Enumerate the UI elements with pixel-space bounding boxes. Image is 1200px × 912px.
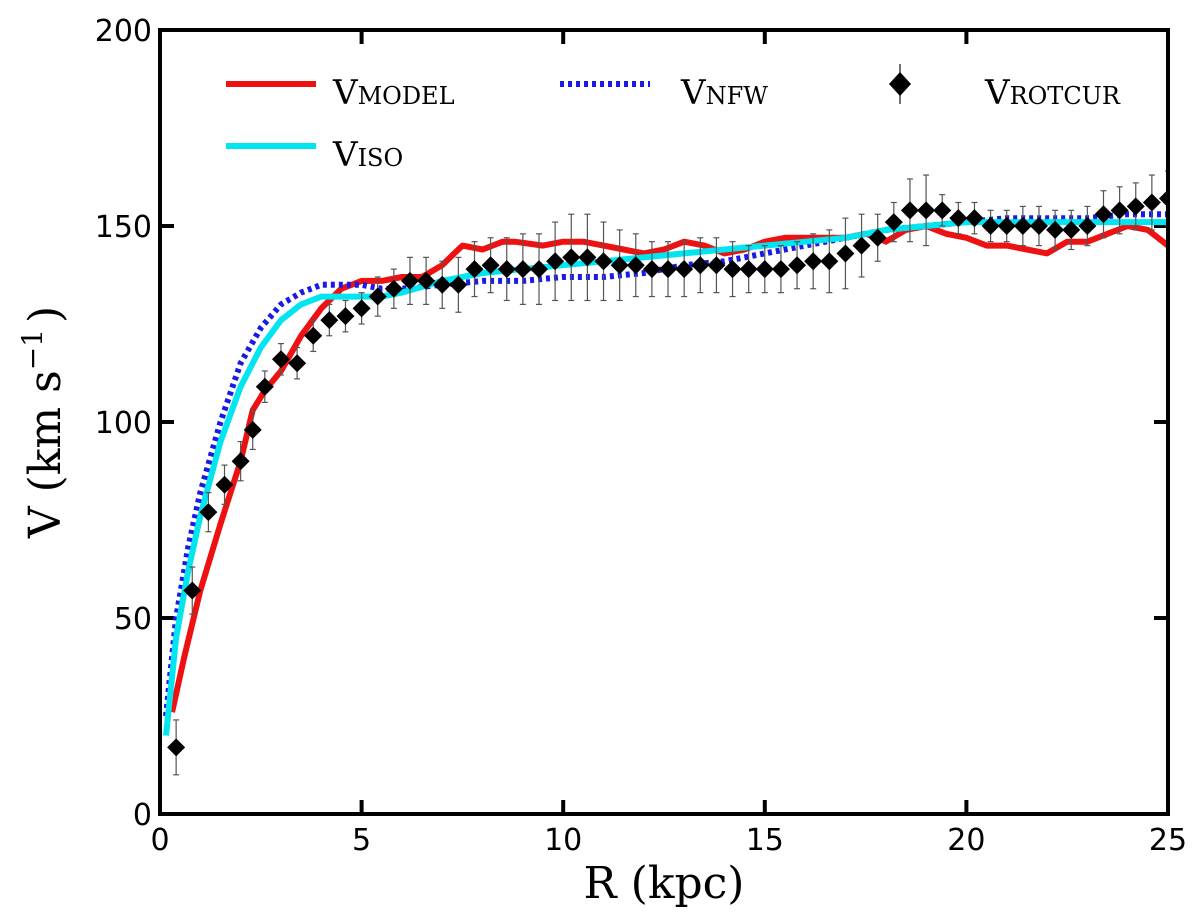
legend-marker-rotcur <box>889 72 911 96</box>
data-point-rotcur <box>691 256 710 275</box>
data-point-rotcur <box>1159 189 1168 208</box>
data-point-rotcur <box>642 260 661 279</box>
data-point-rotcur <box>771 260 790 279</box>
y-tick-label: 150 <box>95 210 152 245</box>
data-point-rotcur <box>304 326 323 345</box>
data-point-rotcur <box>578 248 597 267</box>
x-tick-label: 0 <box>150 823 169 858</box>
plot-area <box>163 170 1168 776</box>
data-point-rotcur <box>868 228 887 247</box>
data-point-rotcur <box>546 252 565 271</box>
x-tick-label: 20 <box>947 823 985 858</box>
data-point-rotcur <box>1062 220 1081 239</box>
data-point-rotcur <box>788 256 807 275</box>
data-point-rotcur <box>594 252 613 271</box>
data-point-rotcur <box>288 354 307 373</box>
data-point-rotcur <box>1013 217 1032 235</box>
legend-label-nfw: VNFW <box>680 73 768 113</box>
data-point-rotcur <box>352 299 371 318</box>
data-point-rotcur <box>368 287 387 306</box>
data-point-rotcur <box>933 201 952 220</box>
data-point-rotcur <box>997 217 1016 235</box>
x-tick-label: 15 <box>746 823 784 858</box>
data-point-rotcur <box>465 260 484 279</box>
data-point-rotcur <box>675 260 694 279</box>
legend-label-iso: VISO <box>332 135 403 175</box>
data-point-rotcur <box>167 738 186 757</box>
data-point-rotcur <box>231 452 250 471</box>
data-point-rotcur <box>820 252 839 271</box>
data-point-rotcur <box>530 260 549 279</box>
data-point-rotcur <box>626 256 645 275</box>
x-tick-label: 5 <box>352 823 371 858</box>
x-tick-label: 25 <box>1149 823 1187 858</box>
data-point-rotcur <box>433 275 452 294</box>
series-line-model <box>169 223 1168 713</box>
data-point-rotcur <box>513 260 532 279</box>
data-point-rotcur <box>320 311 339 330</box>
series-markers <box>167 170 1168 776</box>
data-point-rotcur <box>1029 217 1048 235</box>
legend: VMODEL VNFW VROTCUR VISO <box>226 64 1121 175</box>
y-tick-labels: 0 50 100 150 200 <box>95 14 152 833</box>
data-point-rotcur <box>417 271 436 290</box>
data-point-rotcur <box>1142 193 1161 212</box>
data-point-rotcur <box>481 256 500 275</box>
data-point-rotcur <box>836 244 855 263</box>
data-point-rotcur <box>755 260 774 279</box>
data-point-rotcur <box>884 213 903 232</box>
y-tick-label: 200 <box>95 14 152 49</box>
data-point-rotcur <box>965 209 984 228</box>
data-point-rotcur <box>707 256 726 275</box>
data-point-rotcur <box>255 377 274 396</box>
data-point-rotcur <box>1078 217 1097 235</box>
data-point-rotcur <box>723 260 742 279</box>
data-point-rotcur <box>497 260 516 279</box>
x-tick-label: 10 <box>544 823 582 858</box>
data-point-rotcur <box>1094 205 1113 224</box>
x-tick-labels: 0 5 10 15 20 25 <box>150 823 1187 858</box>
data-point-rotcur <box>659 260 678 279</box>
data-point-rotcur <box>981 217 1000 235</box>
data-point-rotcur <box>199 503 218 522</box>
data-point-rotcur <box>917 201 936 220</box>
data-point-rotcur <box>271 350 290 369</box>
data-point-rotcur <box>949 209 968 228</box>
plot-frame <box>158 28 1170 816</box>
data-point-rotcur <box>215 475 234 494</box>
data-point-rotcur <box>449 275 468 294</box>
data-point-rotcur <box>900 201 919 220</box>
data-point-rotcur <box>852 236 871 255</box>
data-point-rotcur <box>183 581 202 600</box>
data-point-rotcur <box>562 248 581 267</box>
data-point-rotcur <box>1126 197 1145 216</box>
data-point-rotcur <box>1046 220 1065 239</box>
data-point-rotcur <box>400 271 419 290</box>
data-point-rotcur <box>1110 201 1129 220</box>
data-point-rotcur <box>739 260 758 279</box>
y-axis-label: V (km s−1) <box>16 306 71 539</box>
data-point-rotcur <box>610 256 629 275</box>
y-tick-label: 0 <box>133 798 152 833</box>
data-point-rotcur <box>384 279 403 298</box>
data-point-rotcur <box>243 420 262 439</box>
data-point-rotcur <box>804 252 823 271</box>
y-tick-label: 50 <box>114 602 152 637</box>
legend-label-model: VMODEL <box>332 73 455 113</box>
y-tick-label: 100 <box>95 406 152 441</box>
data-point-rotcur <box>336 307 355 326</box>
x-axis-label: R (kpc) <box>584 858 745 909</box>
legend-label-rotcur: VROTCUR <box>984 73 1121 113</box>
